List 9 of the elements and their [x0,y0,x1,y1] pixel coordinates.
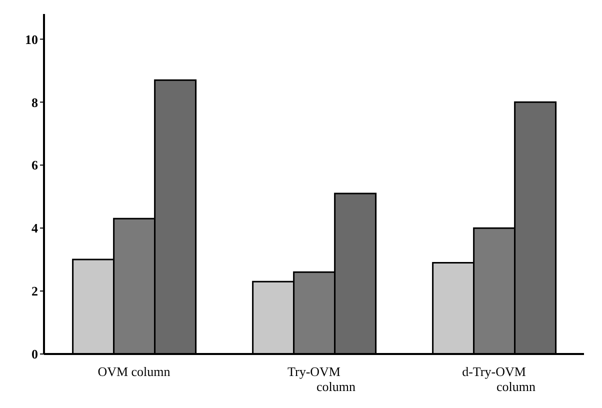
x-tick-label: Try-OVM column [288,364,356,394]
y-tick-label: 0 [32,346,38,362]
x-tick-label: OVM column [98,364,171,379]
y-tick-label: 4 [32,220,38,236]
y-tick-label: 2 [32,284,38,299]
y-tick-label: 10 [25,32,38,47]
y-tick-label: 6 [32,158,38,173]
y-tick-label: 8 [32,94,38,110]
x-tick-label: d-Try-OVM column [462,364,536,394]
